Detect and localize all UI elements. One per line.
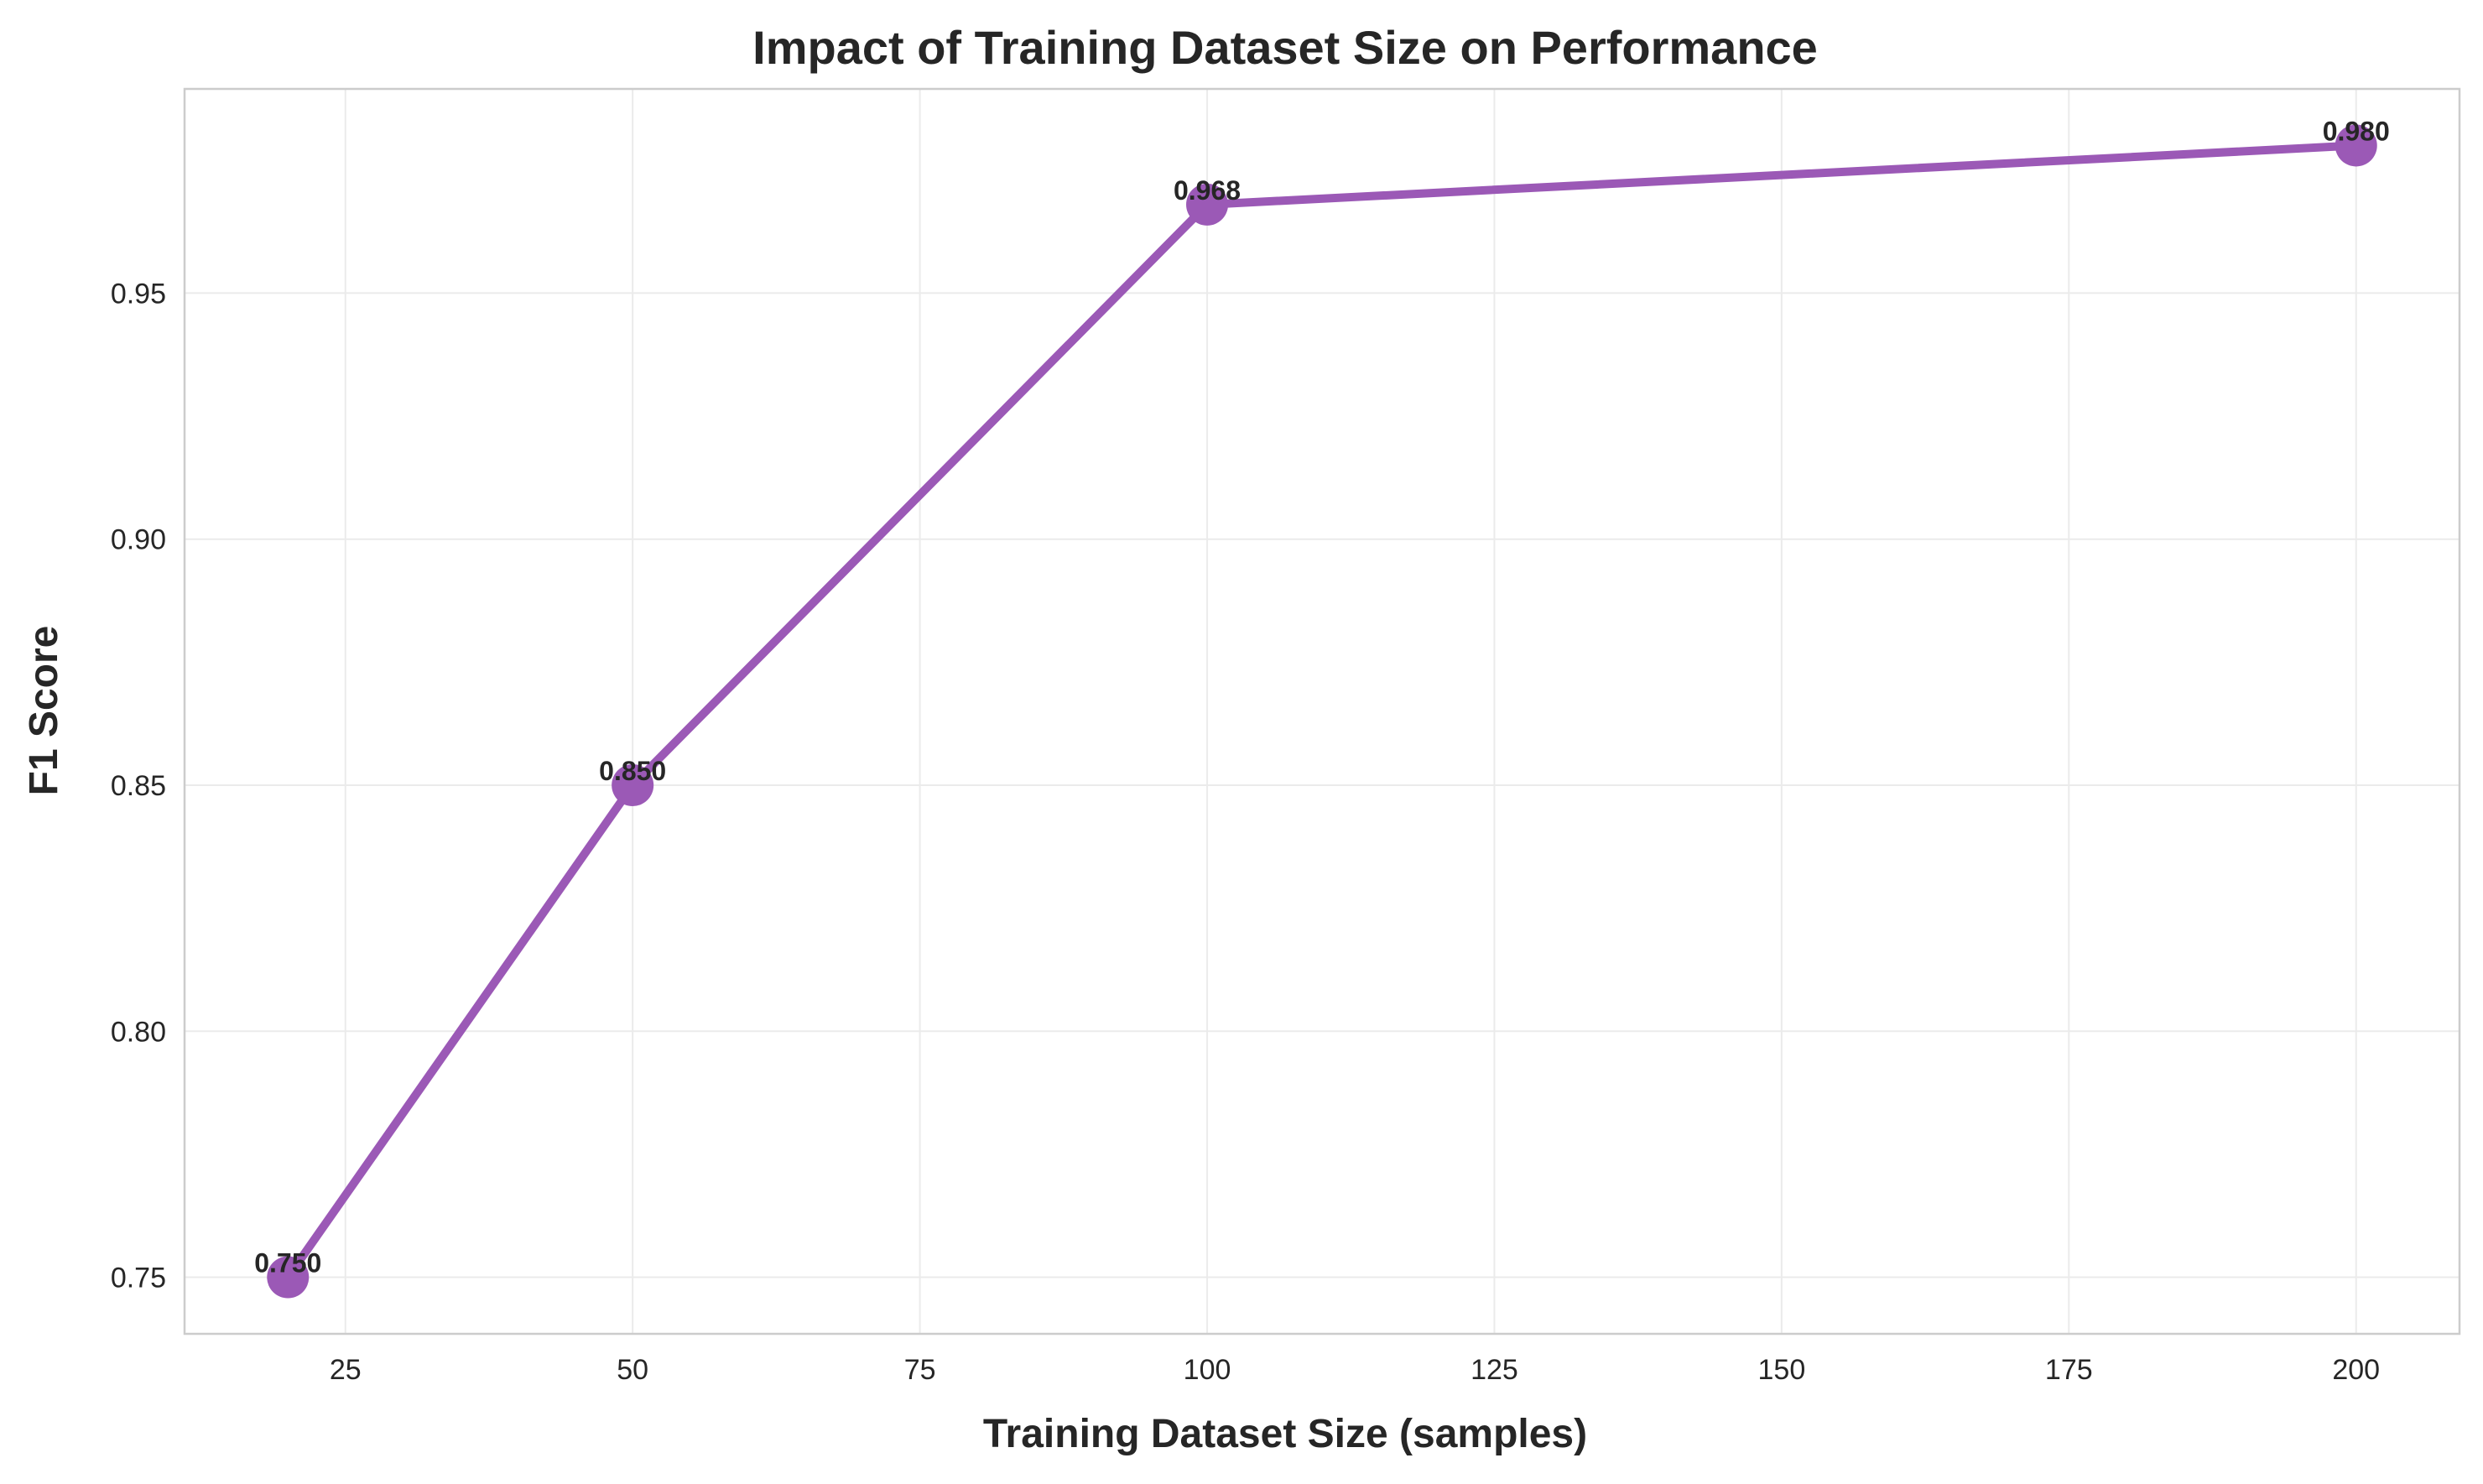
y-axis-label: F1 Score — [22, 626, 66, 796]
x-tick-label: 75 — [904, 1354, 936, 1386]
data-label: 0.750 — [254, 1248, 321, 1278]
tick-labels: 25 50 75 100 125 150 175 200 0.75 0.80 0.85 0.90 0.9… — [111, 278, 2380, 1386]
chart-title: Impact of Training Dataset Size on Perfo… — [752, 21, 1818, 74]
data-point — [612, 763, 654, 806]
x-tick-label: 50 — [617, 1354, 648, 1386]
y-tick-label: 0.75 — [111, 1263, 166, 1294]
data-point — [1186, 183, 1229, 226]
data-point — [2335, 124, 2377, 167]
data-label: 0.980 — [2323, 116, 2390, 146]
x-tick-label: 150 — [1758, 1354, 1806, 1386]
y-tick-label: 0.90 — [111, 524, 166, 556]
series-line — [284, 141, 2361, 1282]
x-tick-label: 100 — [1184, 1354, 1231, 1386]
x-axis-label: Training Dataset Size (samples) — [983, 1412, 1587, 1456]
y-tick-label: 0.95 — [111, 278, 166, 310]
grid — [185, 89, 2460, 1334]
y-tick-label: 0.85 — [111, 770, 166, 802]
data-label: 0.850 — [599, 756, 666, 786]
plot-frame — [183, 87, 2461, 1336]
series-layer: 0.750 0.850 0.968 0.980 — [254, 116, 2390, 1299]
x-tick-label: 25 — [330, 1354, 362, 1386]
x-tick-label: 175 — [2045, 1354, 2093, 1386]
y-tick-label: 0.80 — [111, 1016, 166, 1048]
data-label: 0.968 — [1174, 175, 1241, 206]
x-tick-label: 200 — [2332, 1354, 2380, 1386]
data-point — [267, 1256, 310, 1299]
x-tick-label: 125 — [1471, 1354, 1518, 1386]
